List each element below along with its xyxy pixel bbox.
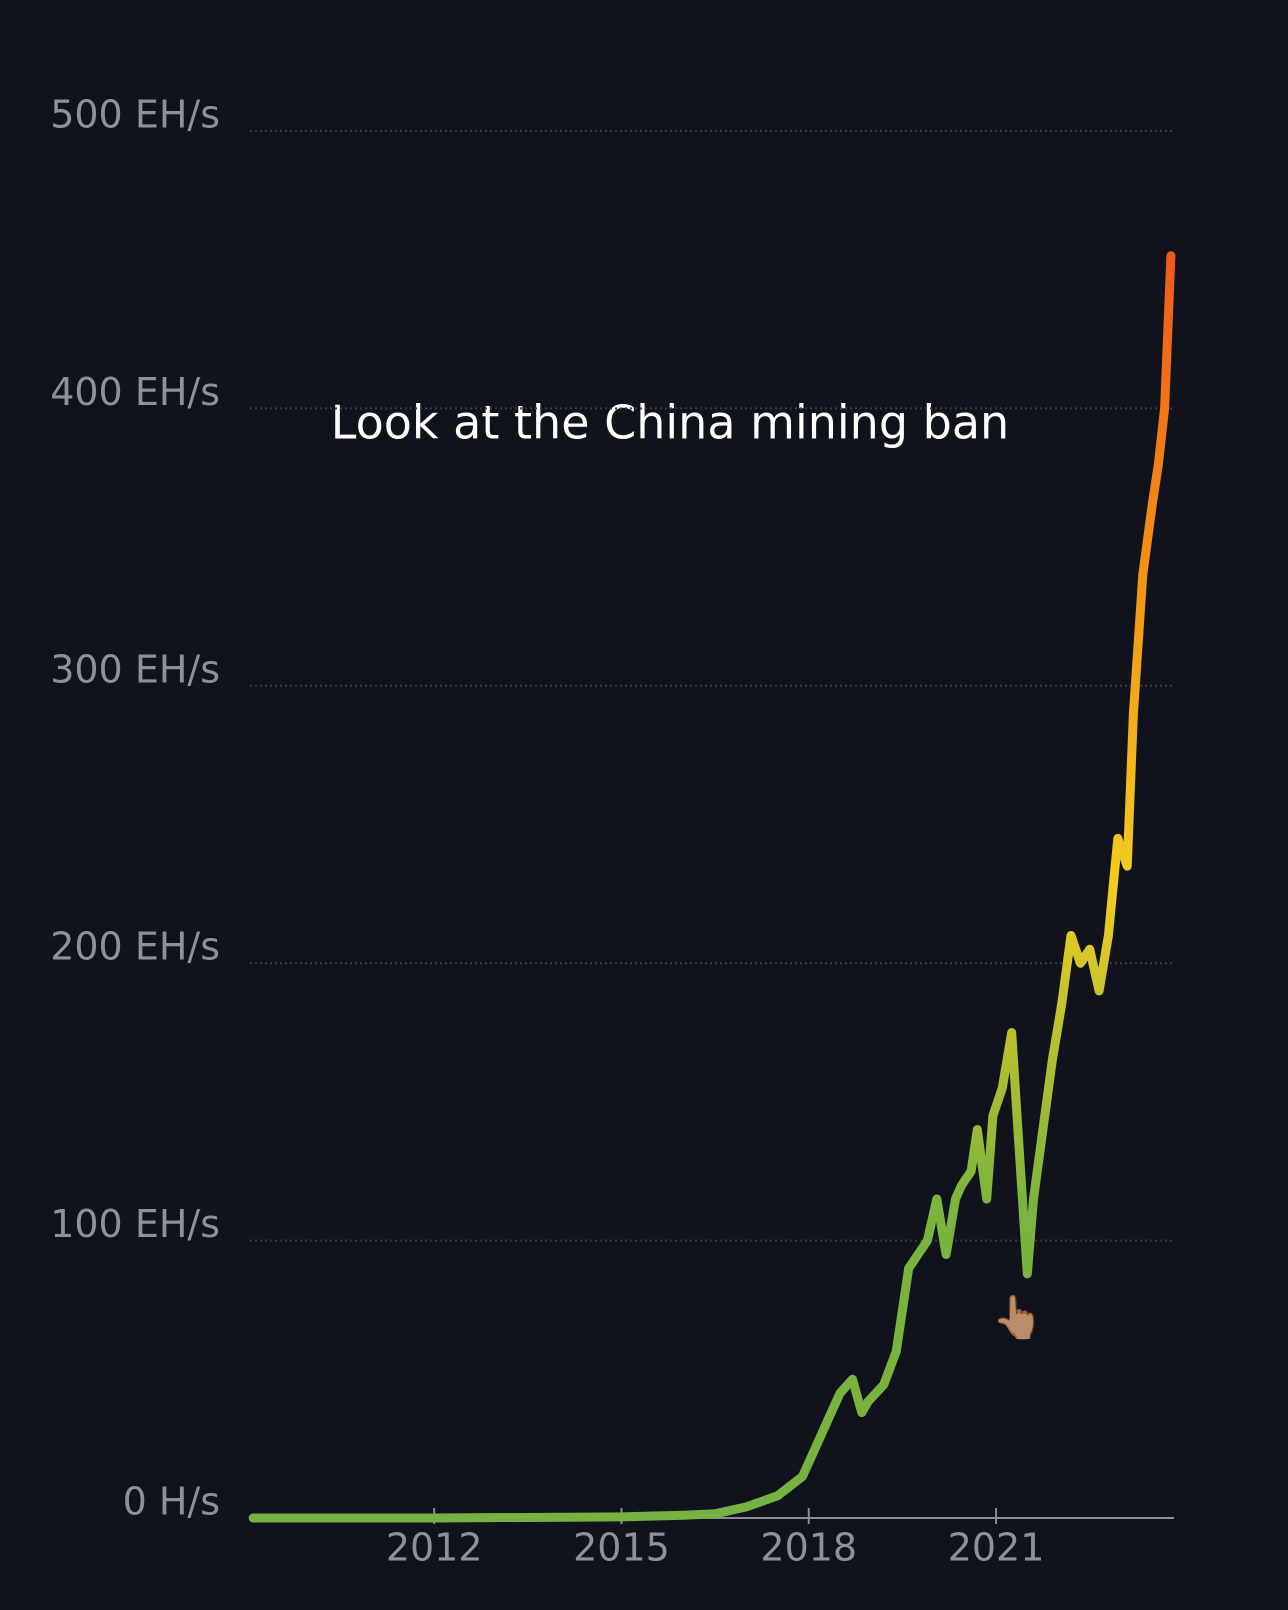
- y-tick-label: 400 EH/s: [50, 370, 220, 414]
- x-tick-label: 2015: [573, 1526, 670, 1570]
- y-tick-label: 0 H/s: [123, 1480, 220, 1524]
- y-tick-label: 500 EH/s: [50, 93, 220, 137]
- hashrate-line: [248, 251, 1176, 1523]
- x-tick-label: 2012: [386, 1526, 483, 1570]
- annotation: Look at the China mining ban: [331, 396, 1009, 450]
- y-tick-label: 200 EH/s: [50, 925, 220, 969]
- x-tick-label: 2018: [760, 1526, 857, 1570]
- annotation-icon: 👆🏽: [992, 1293, 1044, 1342]
- x-tick-label: 2021: [948, 1526, 1045, 1570]
- y-tick-label: 300 EH/s: [50, 647, 220, 691]
- y-tick-label: 100 EH/s: [50, 1202, 220, 1246]
